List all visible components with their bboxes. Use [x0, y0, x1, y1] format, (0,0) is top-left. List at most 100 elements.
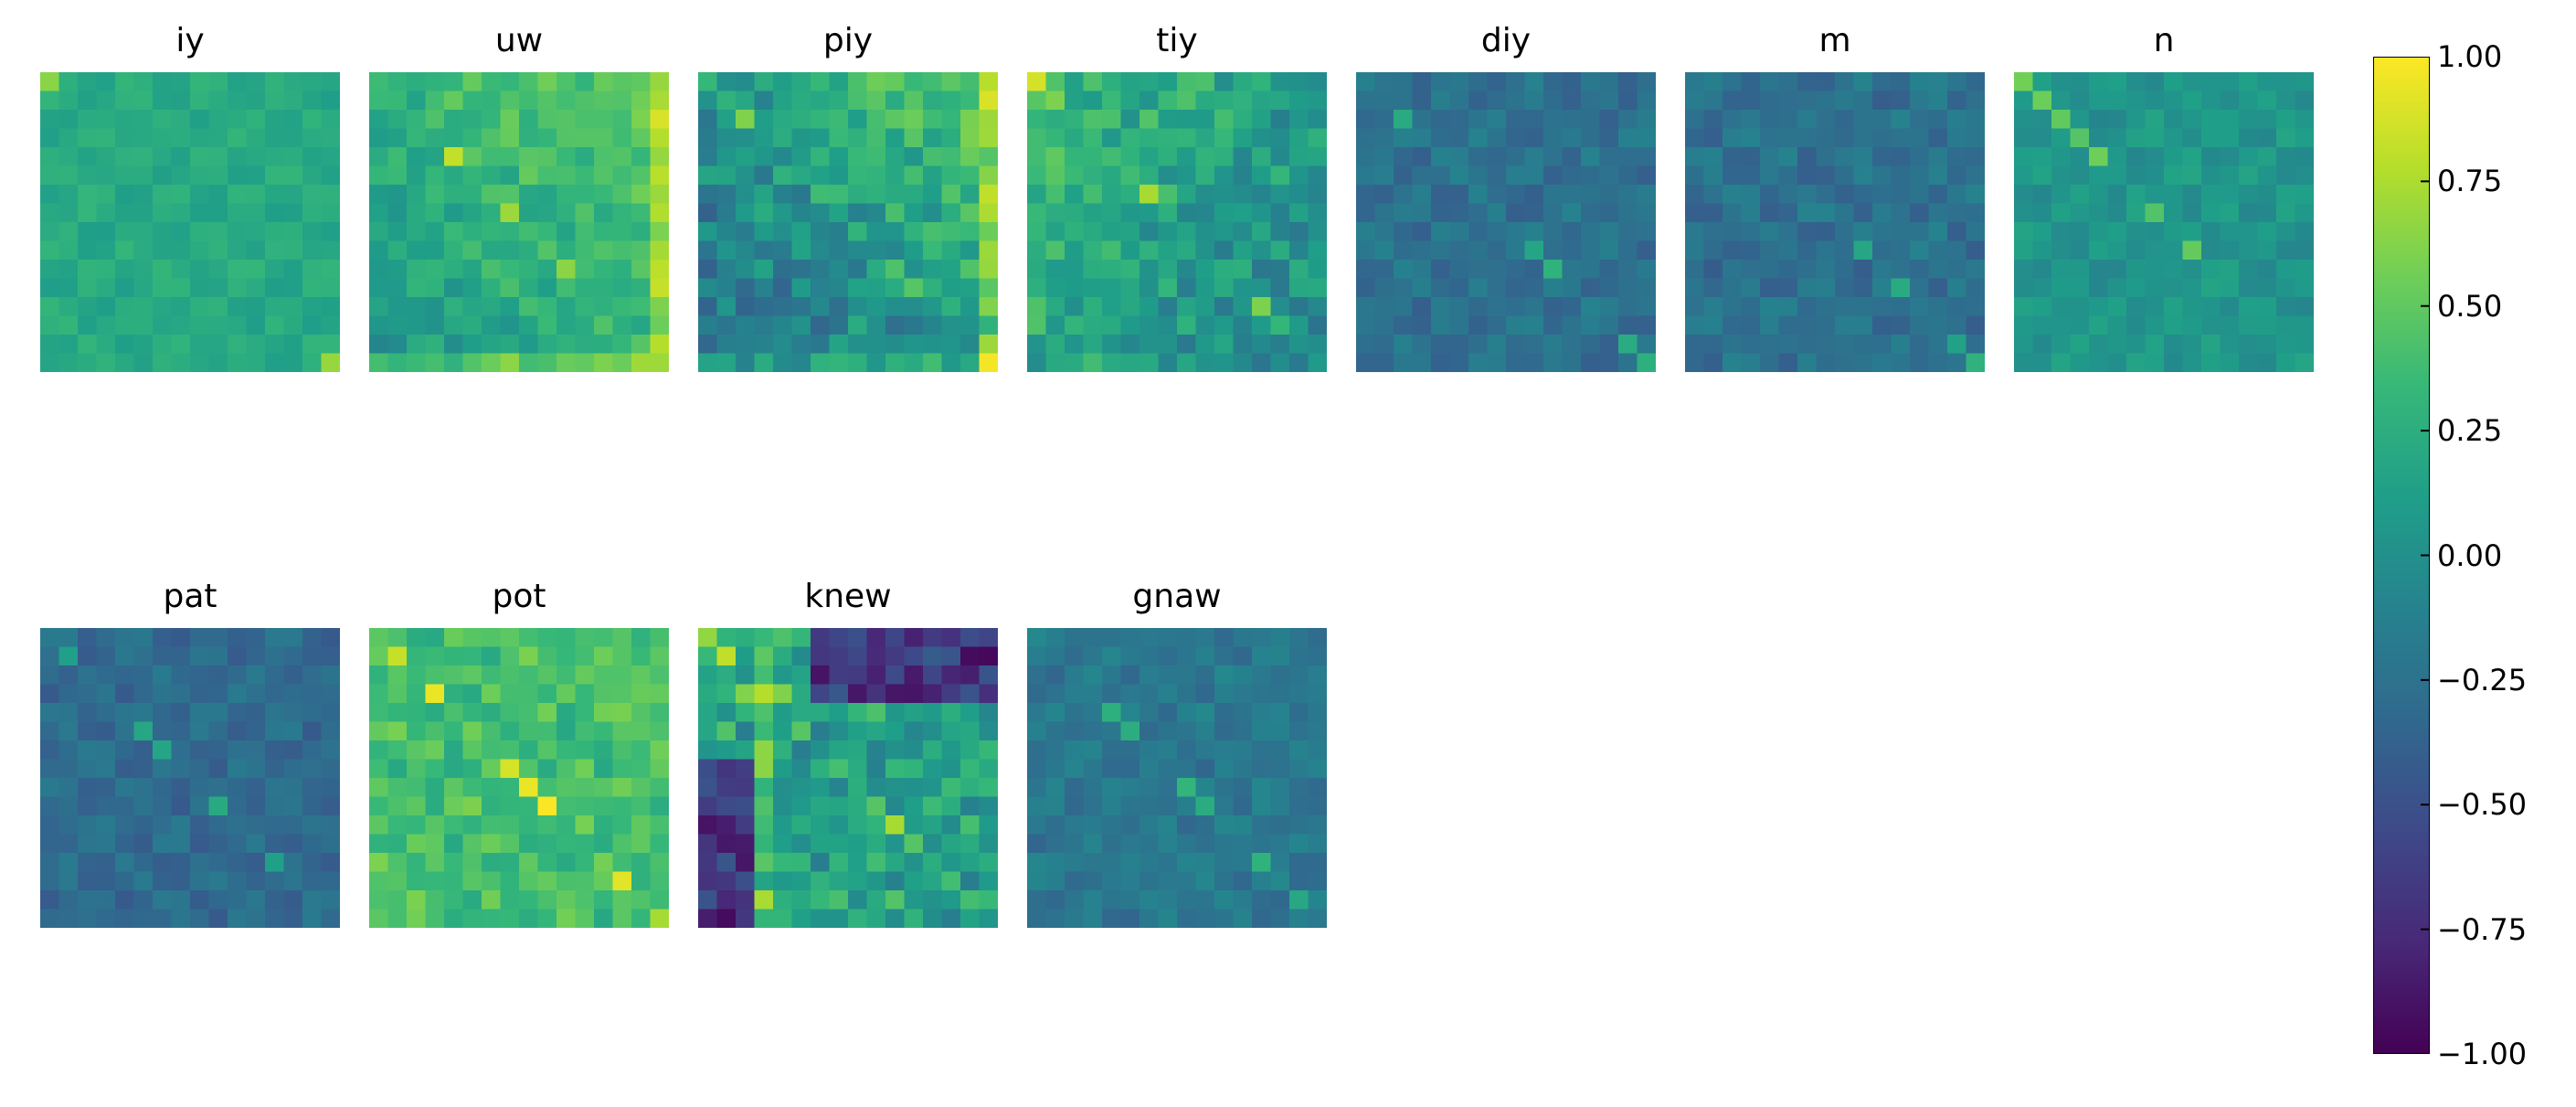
heatmap-cell	[1102, 278, 1122, 298]
heatmap-cell	[1506, 278, 1526, 298]
heatmap-cell	[190, 628, 210, 648]
heatmap-cell	[2164, 222, 2184, 242]
heatmap-cell	[228, 628, 248, 648]
heatmap-cell	[1045, 909, 1065, 928]
heatmap-cell	[115, 628, 135, 648]
heatmap-cell	[171, 165, 191, 186]
heatmap-cell	[519, 665, 539, 686]
heatmap-cell	[960, 853, 981, 873]
heatmap-cell	[1394, 203, 1414, 223]
heatmap-cell	[1431, 185, 1451, 205]
heatmap-cell	[612, 796, 632, 816]
heatmap-cell	[1760, 278, 1780, 298]
heatmap-cell	[594, 353, 614, 372]
heatmap-cell	[2014, 240, 2034, 261]
heatmap-cell	[1027, 315, 1047, 335]
heatmap-cell	[246, 759, 266, 779]
heatmap-cell	[941, 684, 961, 704]
heatmap-cell	[283, 185, 303, 205]
heatmap-cell	[575, 335, 595, 355]
heatmap-cell	[736, 721, 756, 741]
heatmap-cell	[1356, 240, 1376, 261]
heatmap-cell	[1487, 260, 1507, 280]
heatmap-cell	[2070, 222, 2090, 242]
heatmap-cell	[302, 203, 323, 223]
heatmap-cell	[885, 260, 906, 280]
heatmap-cell	[2107, 165, 2127, 186]
heatmap-cell	[1083, 890, 1103, 910]
heatmap-cell	[482, 646, 502, 666]
heatmap-cell	[866, 684, 886, 704]
heatmap-cell	[462, 353, 482, 372]
heatmap-cell	[736, 890, 756, 910]
heatmap-cell	[2182, 72, 2202, 92]
heatmap-cell	[283, 260, 303, 280]
heatmap-cell	[1872, 165, 1892, 186]
heatmap-cell	[1741, 110, 1761, 130]
heatmap-cell	[960, 240, 981, 261]
heatmap-cell	[519, 778, 539, 798]
heatmap-cell	[1543, 315, 1564, 335]
heatmap-cell	[594, 703, 614, 723]
heatmap-cell	[1065, 815, 1085, 836]
heatmap-cell	[1270, 90, 1290, 111]
heatmap-cell	[1947, 222, 1967, 242]
heatmap-cell	[848, 628, 868, 648]
heatmap-cell	[153, 90, 173, 111]
heatmap-cell	[1083, 185, 1103, 205]
heatmap-cell	[519, 203, 539, 223]
heatmap-cell	[96, 871, 116, 891]
heatmap-cell	[302, 853, 323, 873]
heatmap-cell	[979, 778, 998, 798]
heatmap-cell	[537, 240, 557, 261]
heatmap-cell	[133, 203, 154, 223]
heatmap-cell	[1140, 260, 1160, 280]
heatmap-cell	[557, 778, 577, 798]
heatmap-cell	[773, 834, 793, 854]
heatmap-cell	[594, 684, 614, 704]
heatmap-cell	[1177, 665, 1197, 686]
heatmap-cell	[190, 335, 210, 355]
heatmap-cell	[904, 684, 924, 704]
heatmap-cell	[1177, 721, 1197, 741]
heatmap-cell	[500, 684, 520, 704]
heatmap-cell	[1252, 890, 1272, 910]
heatmap-cell	[1120, 871, 1140, 891]
heatmap-cell	[133, 853, 154, 873]
heatmap-cell	[500, 703, 520, 723]
heatmap-cell	[1195, 853, 1215, 873]
heatmap-cell	[387, 278, 408, 298]
heatmap-cell	[462, 147, 482, 167]
heatmap-cell	[1270, 740, 1290, 761]
heatmap-cell	[171, 853, 191, 873]
heatmap-cell	[1045, 778, 1065, 798]
heatmap-cell	[519, 185, 539, 205]
heatmap-cell	[2164, 353, 2184, 372]
heatmap-cell	[1140, 128, 1160, 148]
heatmap-cell	[1158, 278, 1178, 298]
heatmap-cell	[1195, 147, 1215, 167]
heatmap-cell	[754, 128, 774, 148]
heatmap-cell	[115, 147, 135, 167]
heatmap-cell	[1947, 90, 1967, 111]
heatmap-cell	[773, 278, 793, 298]
heatmap-cell	[1177, 909, 1197, 928]
heatmap-cell	[1723, 222, 1743, 242]
heatmap-cell	[736, 315, 756, 335]
heatmap-cell	[1543, 90, 1564, 111]
heatmap-cell	[1027, 203, 1047, 223]
heatmap-cell	[1140, 909, 1160, 928]
heatmap-cell	[2107, 353, 2127, 372]
heatmap-cell	[2220, 72, 2240, 92]
heatmap-cell	[557, 628, 577, 648]
heatmap-cell	[246, 128, 266, 148]
heatmap-cell	[407, 703, 427, 723]
heatmap-cell	[1270, 628, 1290, 648]
heatmap-cell	[407, 203, 427, 223]
heatmap-cell	[1356, 335, 1376, 355]
heatmap-cell	[885, 628, 906, 648]
heatmap-cell	[960, 222, 981, 242]
heatmap-cell	[1431, 110, 1451, 130]
heatmap-cell	[1120, 759, 1140, 779]
heatmap-cell	[115, 222, 135, 242]
